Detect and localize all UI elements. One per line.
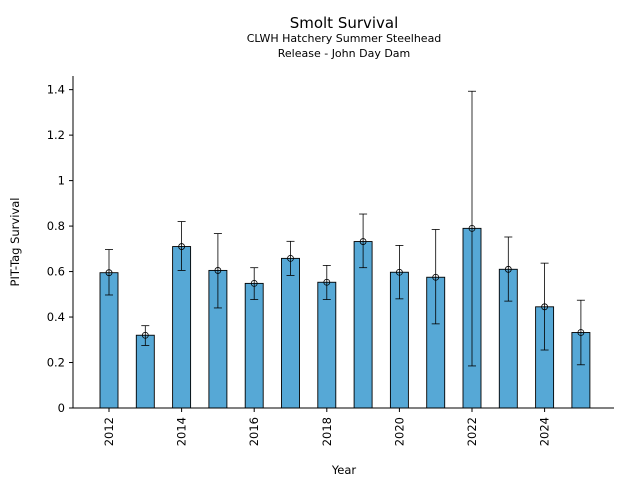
y-tick-label: 0 <box>58 401 65 415</box>
chart-subtitle-line-1: CLWH Hatchery Summer Steelhead <box>247 32 442 45</box>
error-bar-2021 <box>431 229 440 325</box>
point-2019 <box>359 238 367 245</box>
x-tick-label: 2020 <box>392 417 406 446</box>
x-axis-label: Year <box>331 463 357 477</box>
bar-series <box>99 227 591 409</box>
chart-subtitle-line-2: Release - John Day Dam <box>278 47 411 60</box>
y-axis-ticks: 0 0.2 0.4 0.6 0.8 1 1.2 1.4 <box>47 83 73 415</box>
error-bar-2015 <box>213 233 222 309</box>
point-2021 <box>432 273 440 281</box>
point-2018 <box>323 278 331 286</box>
point-2017 <box>287 254 294 262</box>
x-tick-label: 2022 <box>465 417 479 446</box>
x-tick-label: 2016 <box>247 417 261 446</box>
x-tick-label: 2012 <box>102 417 116 446</box>
bar-2013 <box>135 334 155 409</box>
point-2024 <box>541 303 548 311</box>
error-bar-2025 <box>576 299 585 366</box>
y-tick-label: 1.4 <box>47 83 65 97</box>
error-bar-2017 <box>286 240 295 276</box>
error-bar-2019 <box>359 213 368 269</box>
chart-title: Smolt Survival <box>290 14 399 32</box>
bar-2016 <box>244 282 264 409</box>
error-bar-2018 <box>322 265 331 300</box>
point-2025 <box>577 329 585 336</box>
y-axis-label: PIT-Tag Survival <box>8 198 22 287</box>
y-tick-label: 0.6 <box>47 265 65 279</box>
error-bar-2024 <box>540 262 549 351</box>
x-tick-label: 2014 <box>175 417 189 446</box>
point-2023 <box>504 265 512 273</box>
point-2014 <box>178 243 186 250</box>
error-bar-2023 <box>504 236 513 302</box>
point-2015 <box>214 267 222 274</box>
y-tick-label: 0.8 <box>47 219 65 233</box>
point-2013 <box>141 331 149 339</box>
y-tick-label: 1 <box>58 174 65 188</box>
x-tick-label: 2024 <box>538 417 552 446</box>
point-2016 <box>250 279 258 287</box>
error-bar-2012 <box>105 249 113 296</box>
error-bar-series <box>105 90 585 367</box>
error-bar-2022 <box>468 90 476 367</box>
x-axis-ticks: 2012 2014 2016 2018 2020 2022 2024 <box>102 408 552 446</box>
y-tick-label: 0.2 <box>47 356 65 370</box>
point-series <box>105 224 585 339</box>
bar-2017 <box>281 257 300 409</box>
error-bar-2013 <box>141 325 150 346</box>
x-tick-label: 2018 <box>320 417 334 446</box>
point-2012 <box>105 269 113 277</box>
error-bar-2016 <box>250 267 259 300</box>
y-tick-label: 1.2 <box>47 128 65 142</box>
point-2022 <box>468 224 476 232</box>
y-tick-label: 0.4 <box>47 310 65 324</box>
point-2020 <box>395 268 403 276</box>
error-bar-2014 <box>177 221 186 271</box>
error-bar-2020 <box>395 245 404 300</box>
bar-2018 <box>317 281 337 409</box>
